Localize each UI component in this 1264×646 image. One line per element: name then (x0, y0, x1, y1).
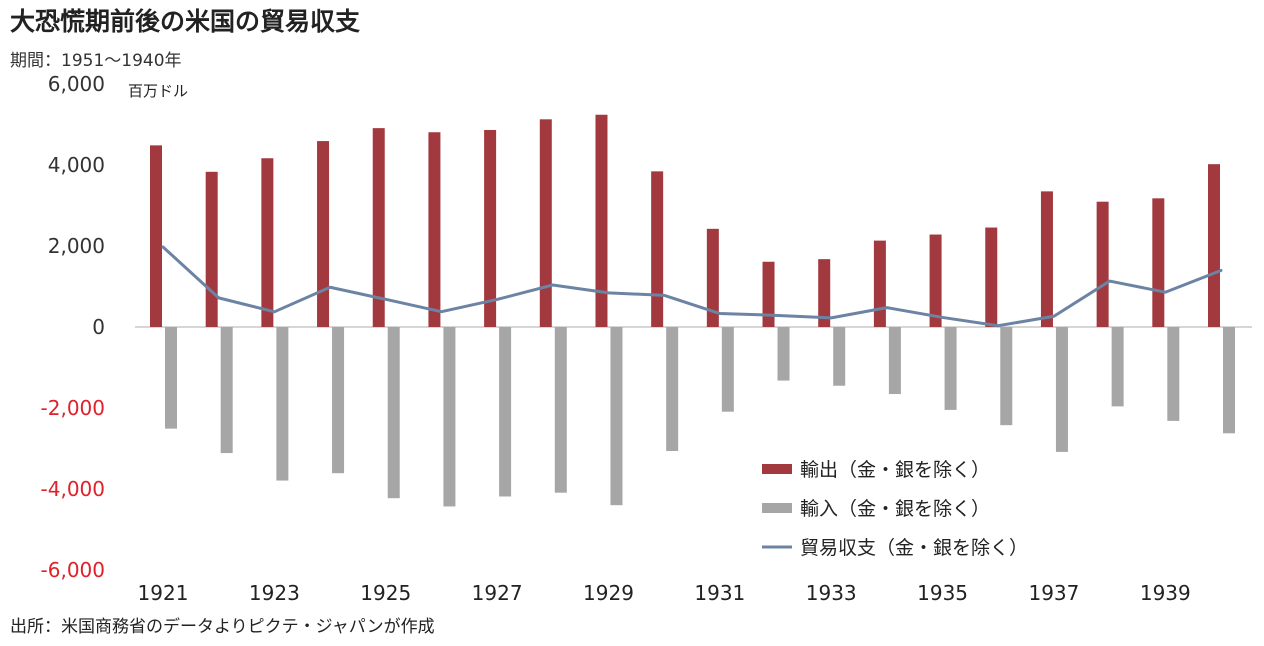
import-bar (1223, 327, 1235, 434)
import-bar (833, 327, 846, 386)
export-bar (985, 227, 998, 327)
export-bar (150, 145, 162, 327)
export-bar (651, 171, 664, 327)
import-bar (499, 327, 512, 497)
y-tick-label: -2,000 (41, 396, 105, 420)
x-tick-label: 1921 (138, 581, 189, 605)
import-bar (944, 327, 957, 410)
export-bar (317, 141, 330, 327)
legend-label: 貿易収支（金・銀を除く） (800, 537, 1028, 559)
import-bar (888, 327, 901, 395)
x-tick-label: 1925 (360, 581, 411, 605)
x-tick-label: 1933 (806, 581, 857, 605)
export-bar (428, 132, 441, 327)
import-bar (666, 327, 679, 451)
x-tick-label: 1927 (472, 581, 523, 605)
export-bar (261, 158, 274, 327)
x-tick-label: 1923 (249, 581, 300, 605)
import-bar (165, 327, 177, 429)
export-bar (1040, 191, 1053, 327)
import-bar (387, 327, 400, 499)
x-tick-label: 1929 (583, 581, 634, 605)
export-bar (1096, 201, 1109, 327)
exports-series (150, 114, 1220, 327)
import-bar (1167, 327, 1180, 421)
import-bar (1055, 327, 1068, 452)
export-bar (873, 240, 886, 327)
export-bar (595, 114, 608, 327)
import-bar (721, 327, 734, 412)
legend-label: 輸出（金・銀を除く） (800, 459, 990, 481)
y-tick-label: -4,000 (41, 477, 105, 501)
import-bar (777, 327, 790, 381)
y-axis: 6,000 4,000 2,000 0 -2,000 -4,000 -6,000 (41, 72, 105, 582)
balance-line (161, 245, 1223, 328)
x-tick-label: 1937 (1028, 581, 1079, 605)
y-tick-label: 4,000 (48, 153, 105, 177)
x-axis: 1921 1923 1925 1927 1929 1931 1933 1935 1937 1939 (138, 581, 1191, 605)
export-bar (929, 234, 942, 327)
export-bar (539, 119, 552, 327)
import-bar (554, 327, 567, 493)
imports-series (165, 327, 1235, 507)
y-axis-unit-label: 百万ドル (128, 82, 189, 100)
balance-series (161, 245, 1223, 328)
import-bar (220, 327, 233, 454)
import-bar (443, 327, 456, 507)
export-bar (484, 129, 497, 327)
y-tick-label: 2,000 (48, 234, 105, 258)
x-tick-label: 1935 (917, 581, 968, 605)
x-tick-label: 1939 (1140, 581, 1191, 605)
legend-swatch-exports (762, 464, 792, 474)
export-bar (1208, 164, 1220, 327)
y-tick-label: -6,000 (41, 558, 105, 582)
export-bar (762, 261, 775, 327)
export-bar (818, 259, 831, 327)
import-bar (1111, 327, 1124, 407)
import-bar (332, 327, 345, 474)
import-bar (276, 327, 289, 481)
legend-label: 輸入（金・銀を除く） (800, 498, 990, 520)
export-bar (205, 171, 218, 327)
x-tick-label: 1931 (694, 581, 745, 605)
chart-subtitle: 期間：1951～1940年 (10, 51, 182, 71)
export-bar (1152, 198, 1165, 327)
y-tick-label: 6,000 (48, 72, 105, 96)
source-note: 出所：米国商務省のデータよりピクテ・ジャパンが作成 (10, 617, 435, 637)
chart-title: 大恐慌期前後の米国の貿易収支 (10, 7, 361, 36)
import-bar (610, 327, 623, 506)
export-bar (706, 228, 719, 327)
import-bar (1000, 327, 1013, 426)
y-tick-label: 0 (92, 315, 105, 339)
legend: 輸出（金・銀を除く） 輸入（金・銀を除く） 貿易収支（金・銀を除く） (762, 459, 1028, 559)
legend-swatch-imports (762, 503, 792, 513)
export-bar (372, 128, 385, 327)
